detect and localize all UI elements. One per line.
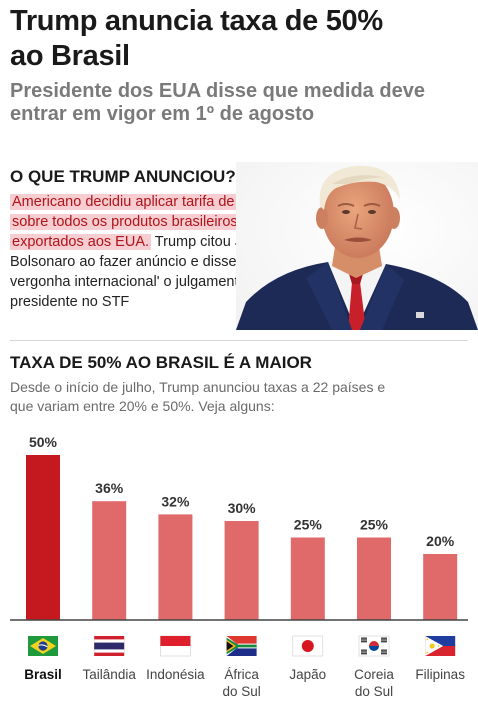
category-label-south-korea: Coreia do Sul: [354, 667, 394, 699]
bar-japan: [290, 537, 325, 620]
value-label-indonesia: 32%: [161, 493, 190, 509]
value-label-south-korea: 25%: [360, 517, 389, 533]
bar-south-korea: [357, 537, 391, 620]
bar-indonesia: [158, 514, 193, 620]
section-heading-announcement: O QUE TRUMP ANUNCIOU?: [10, 167, 236, 186]
category-label-thailand: Tailândia: [83, 667, 137, 682]
philippines-flag-icon: [425, 636, 456, 656]
announcement-rest: Trump citou Jair Bolsonaro ao fazer anún…: [10, 234, 296, 310]
south-africa-flag-icon: [226, 636, 257, 656]
south-korea-flag-icon: [358, 635, 390, 657]
category-label-south-africa: África do Sul: [222, 667, 260, 699]
announcement-highlight: Americano decidiu aplicar tarifa de 50% …: [10, 194, 270, 250]
page-title: Trump anuncia taxa de 50% ao Brasil: [10, 5, 383, 72]
value-label-philippines: 20%: [426, 533, 455, 549]
bar-thailand: [92, 501, 127, 620]
category-label-brazil: Brasil: [24, 667, 62, 682]
value-label-brazil: 50%: [29, 434, 58, 450]
trump-portrait: [236, 162, 478, 330]
value-label-south-africa: 30%: [228, 500, 257, 516]
page-subtitle: Presidente dos EUA disse que medida deve…: [10, 80, 425, 125]
bar-south-africa: [224, 521, 259, 620]
category-label-philippines: Filipinas: [415, 667, 465, 682]
category-label-indonesia: Indonésia: [146, 667, 205, 682]
announcement-text: Americano decidiu aplicar tarifa de 50% …: [10, 192, 300, 312]
value-label-japan: 25%: [294, 517, 323, 533]
tariff-description: Desde o início de julho, Trump anunciou …: [10, 379, 386, 414]
value-label-thailand: 36%: [95, 480, 124, 496]
japan-flag-icon: [292, 635, 324, 657]
bar-brazil: [26, 455, 60, 620]
thailand-flag-icon: [94, 636, 125, 656]
bar-philippines: [423, 554, 458, 620]
tariff-bar-chart: 50% 36% 32% 30% 25% 25% 20% Brasil Tailândia Ind…: [10, 434, 468, 699]
section-divider: [10, 340, 468, 341]
indonesia-flag-icon: [160, 635, 191, 657]
section-heading-tariff: TAXA DE 50% AO BRASIL É A MAIOR: [10, 353, 312, 372]
brazil-flag-icon: [28, 636, 58, 656]
category-label-japan: Japão: [289, 667, 326, 682]
